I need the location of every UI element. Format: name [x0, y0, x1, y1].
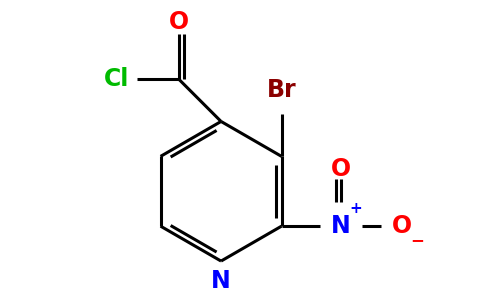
Text: O: O [169, 10, 189, 34]
Text: Cl: Cl [104, 68, 129, 92]
Text: O: O [392, 214, 412, 238]
Text: Br: Br [267, 78, 296, 102]
Text: N: N [211, 269, 231, 293]
Text: −: − [411, 231, 424, 249]
Text: N: N [331, 214, 351, 238]
Text: O: O [331, 157, 351, 181]
Text: +: + [350, 201, 363, 216]
